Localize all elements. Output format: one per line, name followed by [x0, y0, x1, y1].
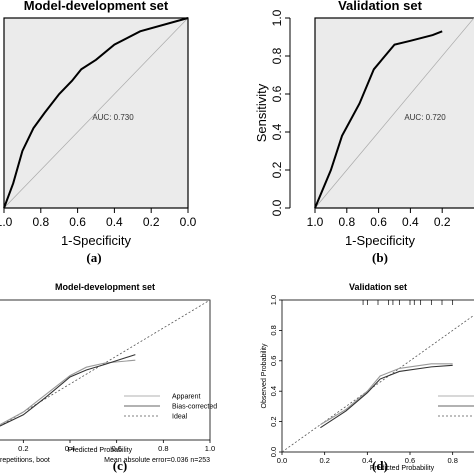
x-tick-label-a: 1.0 [0, 215, 13, 229]
auc-annotation-b: AUC: 0.720 [404, 113, 446, 122]
ideal-line-c [0, 299, 211, 427]
chart-title-b: Validation set [338, 0, 422, 13]
ideal-line-d [281, 314, 474, 453]
chart-title-d: Validation set [349, 282, 407, 292]
reference-diagonal-b [314, 17, 474, 209]
legend-entry-c: Bias-corrected [172, 404, 217, 411]
panel-label-b: (b) [372, 250, 388, 265]
y-tick-label-d: 0.8 [269, 325, 278, 335]
x-tick-label-a: 0.2 [143, 215, 160, 229]
x-tick-label-c: 1.0 [205, 444, 215, 453]
x-tick-label-b: 0.6 [370, 215, 387, 229]
y-tick-label-b: 0.0 [270, 199, 284, 216]
chart-title-c: Model-development set [55, 282, 155, 292]
reference-diagonal-a [3, 17, 189, 209]
x-tick-label-c: 0.4 [65, 444, 75, 453]
y-tick-label-d: 1.0 [269, 295, 278, 305]
x-tick-label-a: 0.8 [32, 215, 49, 229]
x-tick-label-d: 0.2 [319, 456, 329, 465]
chart-title-a: Model-development set [24, 0, 169, 13]
y-tick-label-d: 0.4 [269, 386, 278, 396]
x-tick-label-a: 0.6 [69, 215, 86, 229]
x-tick-label-a: 0.4 [106, 215, 123, 229]
roc-curve-b [314, 30, 443, 209]
x-axis-label-d: Predicted Probability [370, 465, 435, 472]
y-tick-label-d: 0.6 [269, 356, 278, 366]
footer-right-c: Mean absolute error=0.036 n=253 [104, 457, 210, 464]
plot-area-d [281, 299, 474, 453]
x-tick-label-b: 0.8 [338, 215, 355, 229]
footer-left-c: repetitions, boot [0, 457, 50, 464]
x-tick-label-b: 0.4 [402, 215, 419, 229]
y-axis-label-b: Sensitivity [254, 83, 269, 142]
panel-label-a: (a) [86, 250, 101, 265]
plot-area-c [0, 299, 211, 441]
x-axis-label-a: 1-Specificity [61, 233, 132, 248]
x-tick-label-d: 0.8 [447, 456, 457, 465]
x-tick-label-c: 0.2 [18, 444, 28, 453]
x-tick-label-d: 0.0 [277, 456, 287, 465]
roc-curve-a [3, 17, 189, 209]
bias-corrected-line-c [0, 354, 136, 427]
y-tick-label-d: 0.2 [269, 416, 278, 426]
auc-annotation-a: AUC: 0.730 [92, 113, 134, 122]
bias-corrected-line-d [320, 364, 453, 429]
x-axis-label-c: Predicted Probability [68, 447, 133, 454]
y-tick-label-b: 0.2 [270, 161, 284, 178]
y-tick-label-b: 1.0 [270, 9, 284, 26]
x-tick-label-c: 0.8 [158, 444, 168, 453]
y-tick-label-b: 0.8 [270, 47, 284, 64]
x-tick-label-c: 0.6 [111, 444, 121, 453]
legend-entry-c: Apparent [172, 394, 200, 401]
legend-entry-c: Ideal [172, 414, 188, 421]
apparent-line-d [320, 363, 453, 426]
x-tick-label-b: 1.0 [307, 215, 324, 229]
x-tick-label-d: 0.4 [362, 456, 372, 465]
x-tick-label-a: 0.0 [180, 215, 197, 229]
panel-label-c: (c) [113, 458, 127, 473]
y-tick-label-d: 0.0 [269, 447, 278, 457]
x-tick-label-b: 0.2 [434, 215, 451, 229]
y-tick-label-b: 0.6 [270, 85, 284, 102]
x-tick-label-d: 0.6 [405, 456, 415, 465]
panel-label-d: (d) [372, 458, 388, 473]
y-axis-label-d: Observed Probability [261, 343, 268, 408]
apparent-line-c [0, 359, 136, 426]
x-axis-label-b: 1-Specificity [345, 233, 416, 248]
y-tick-label-b: 0.4 [270, 123, 284, 140]
